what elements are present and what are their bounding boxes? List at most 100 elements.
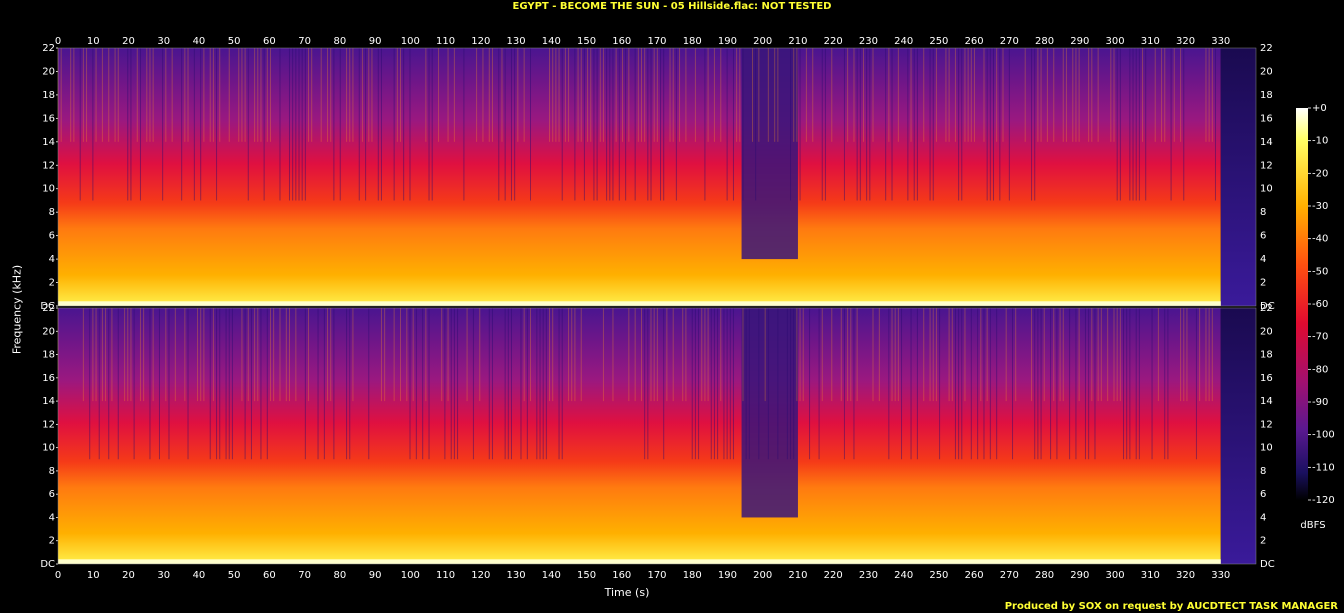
- x-tick-label-bottom: 180: [683, 570, 702, 581]
- y-tick-label-left: 4: [49, 512, 55, 523]
- x-tick-label-bottom: 100: [401, 570, 420, 581]
- bass-band: [58, 559, 1221, 564]
- y-tick-label-right: 6: [1260, 489, 1266, 500]
- x-tick-label-top: 270: [1000, 36, 1019, 47]
- y-tick-label-left: 12: [42, 419, 55, 430]
- y-tick-label-left: DC: [40, 559, 55, 570]
- x-tick-label-top: 140: [542, 36, 561, 47]
- y-tick-label-right: DC: [1260, 301, 1275, 312]
- spectrum-fill: [58, 48, 1221, 306]
- y-tick-label-right: 14: [1260, 137, 1273, 148]
- x-tick-label-top: 130: [507, 36, 526, 47]
- y-tick-label-right: 6: [1260, 231, 1266, 242]
- panel-frame: [57, 307, 1257, 565]
- footer-credit: Produced by SOX on request by AUCDTECT T…: [1004, 601, 1338, 612]
- x-tick-label-top: 180: [683, 36, 702, 47]
- x-tick-label-top: 240: [894, 36, 913, 47]
- x-tick-label-bottom: 220: [824, 570, 843, 581]
- colorbar-tick-label: -40: [1312, 234, 1328, 245]
- page-title: EGYPT - BECOME THE SUN - 05 Hillside.fla…: [512, 1, 832, 12]
- x-tick-label-bottom: 200: [753, 570, 772, 581]
- y-tick-label-right: 18: [1260, 90, 1273, 101]
- x-tick-label-top: 250: [929, 36, 948, 47]
- colorbar-label: dBFS: [1300, 520, 1325, 531]
- y-tick-label-left: 22: [42, 303, 55, 314]
- x-tick-label-top: 80: [334, 36, 347, 47]
- y-tick-label-right: 8: [1260, 207, 1266, 218]
- y-tick-label-left: 18: [42, 90, 55, 101]
- y-tick-label-right: 16: [1260, 113, 1273, 124]
- x-tick-label-top: 60: [263, 36, 276, 47]
- y-tick-label-left: 8: [49, 207, 55, 218]
- y-tick-label-left: 10: [42, 184, 55, 195]
- colorbar: +0 -10 -20 -30 -40 -50 -60 -70 -80 -90 -100 -110 -12…: [1296, 103, 1335, 531]
- x-tick-label-bottom: 160: [612, 570, 631, 581]
- channel-panels: [57, 47, 1257, 565]
- x-tick-label-top: 290: [1070, 36, 1089, 47]
- y-tick-label-right: DC: [1260, 559, 1275, 570]
- fadeout-region: [1220, 48, 1256, 306]
- x-tick-label-top: 50: [228, 36, 241, 47]
- x-tick-label-top: 110: [436, 36, 455, 47]
- x-tick-label-top: 170: [647, 36, 666, 47]
- y-tick-label-left: 20: [42, 326, 55, 337]
- colorbar-tick-label: -120: [1312, 495, 1335, 506]
- y-tick-label-right: 8: [1260, 466, 1266, 477]
- y-tick-label-left: 14: [42, 137, 55, 148]
- y-tick-label-right: 14: [1260, 396, 1273, 407]
- x-tick-label-bottom: 20: [122, 570, 135, 581]
- x-tick-label-bottom: 300: [1106, 570, 1125, 581]
- y-tick-label-left: DC: [40, 301, 55, 312]
- x-tick-label-bottom: 210: [788, 570, 807, 581]
- y-tick-label-right: 18: [1260, 350, 1273, 361]
- y-tick-label-left: 16: [42, 113, 55, 124]
- x-tick-label-bottom: 320: [1176, 570, 1195, 581]
- x-tick-label-top: 220: [824, 36, 843, 47]
- x-tick-label-top: 20: [122, 36, 135, 47]
- y-tick-label-left: 12: [42, 160, 55, 171]
- x-tick-label-bottom: 330: [1211, 570, 1230, 581]
- panel-frame: [57, 47, 1257, 307]
- x-tick-label-bottom: 120: [471, 570, 490, 581]
- x-tick-label-top: 0: [55, 36, 61, 47]
- x-tick-label-bottom: 250: [929, 570, 948, 581]
- x-tick-label-bottom: 140: [542, 570, 561, 581]
- dropout-region: [741, 48, 798, 260]
- x-tick-label-top: 280: [1035, 36, 1054, 47]
- y-tick-label-right: 10: [1260, 184, 1273, 195]
- x-tick-label-bottom: 290: [1070, 570, 1089, 581]
- spectrum-fill: [58, 308, 1221, 564]
- x-tick-label-bottom: 280: [1035, 570, 1054, 581]
- x-tick-label-bottom: 110: [436, 570, 455, 581]
- y-tick-label-right: 2: [1260, 278, 1266, 289]
- y-tick-label-left: 14: [42, 396, 55, 407]
- y-tick-label-right: 10: [1260, 443, 1273, 454]
- colorbar-tick-label: -110: [1312, 462, 1335, 473]
- x-tick-label-top: 190: [718, 36, 737, 47]
- x-tick-label-top: 200: [753, 36, 772, 47]
- x-tick-label-bottom: 240: [894, 570, 913, 581]
- channel-2-spectrogram: [57, 307, 1257, 565]
- y-tick-label-right: 2: [1260, 536, 1266, 547]
- x-tick-label-bottom: 40: [193, 570, 206, 581]
- colorbar-tick-label: +0: [1312, 103, 1327, 114]
- y-tick-label-left: 2: [49, 278, 55, 289]
- y-tick-label-right: 22: [1260, 43, 1273, 54]
- x-tick-label-top: 40: [193, 36, 206, 47]
- x-tick-label-bottom: 270: [1000, 570, 1019, 581]
- x-tick-label-bottom: 130: [507, 570, 526, 581]
- colorbar-tick-label: -90: [1312, 397, 1328, 408]
- y-tick-label-left: 2: [49, 536, 55, 547]
- y-tick-label-right: 12: [1260, 419, 1273, 430]
- x-tick-label-top: 100: [401, 36, 420, 47]
- x-tick-label-bottom: 310: [1141, 570, 1160, 581]
- x-tick-label-top: 300: [1106, 36, 1125, 47]
- y-axis-label: Frequency (kHz): [10, 264, 24, 355]
- y-tick-label-left: 6: [49, 489, 55, 500]
- x-tick-label-bottom: 260: [965, 570, 984, 581]
- colorbar-tick-label: -20: [1312, 168, 1328, 179]
- y-tick-label-right: 20: [1260, 66, 1273, 77]
- y-tick-label-right: 16: [1260, 373, 1273, 384]
